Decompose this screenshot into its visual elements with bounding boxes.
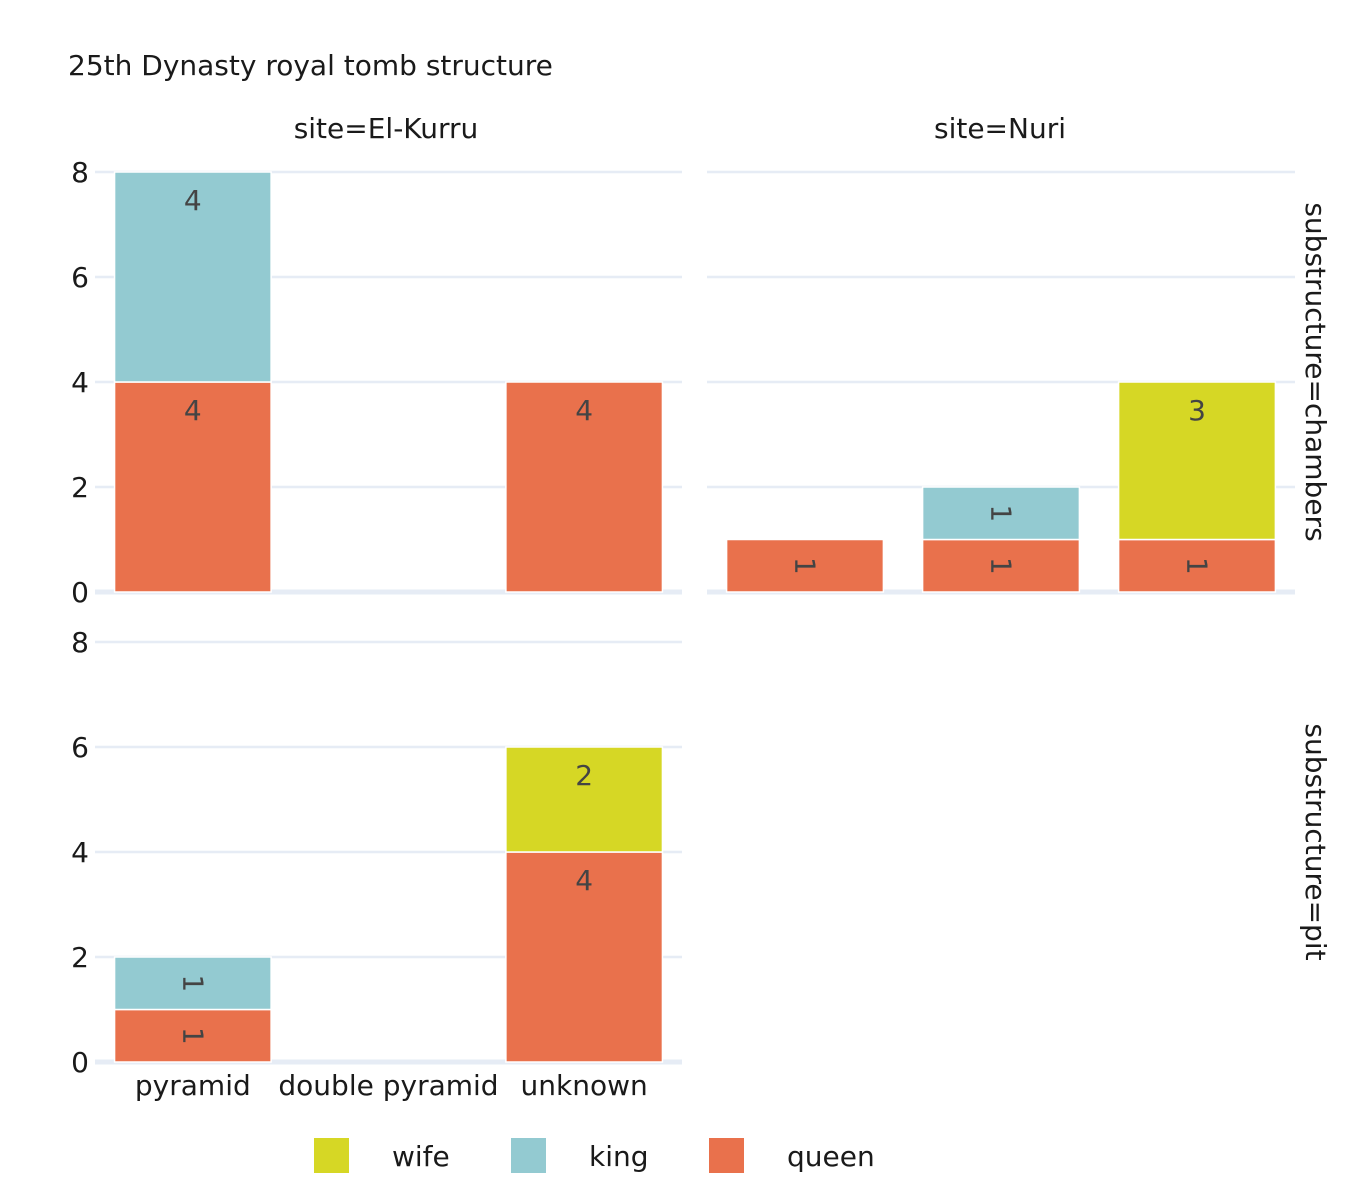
bar-queen bbox=[505, 851, 664, 1063]
legend-label-king: king bbox=[589, 1140, 649, 1173]
y-tick-label: 2 bbox=[71, 471, 89, 504]
facet-panel-el-kurru-chambers: 0 2 4 6 8 4 4 4 bbox=[71, 156, 682, 609]
facet-label-pit: substructure=pit bbox=[1299, 723, 1332, 960]
x-tick-label: pyramid bbox=[135, 1069, 251, 1102]
x-tick-label: unknown bbox=[521, 1069, 648, 1102]
y-tick-label: 8 bbox=[71, 626, 89, 659]
chart-legend: wife king queen bbox=[314, 1138, 875, 1173]
facet-panel-el-kurru-pit: 0 2 4 6 8 1 1 4 2 pyramid double pyramid unknown bbox=[71, 626, 682, 1102]
chart-panels: 0 2 4 6 8 4 4 4 1 1 1 1 3 0 2 4 6 8 1 1 4 2 pyramid double pyra… bbox=[71, 156, 1295, 1102]
legend-item-wife[interactable]: wife bbox=[314, 1138, 450, 1173]
y-tick-label: 0 bbox=[71, 1046, 89, 1079]
facet-label-nuri: site=Nuri bbox=[934, 112, 1066, 145]
bar-wife bbox=[505, 746, 664, 853]
chart-title: 25th Dynasty royal tomb structure bbox=[68, 49, 553, 82]
y-tick-label: 6 bbox=[71, 261, 89, 294]
bar-data-label: 1 bbox=[789, 557, 822, 575]
bar-data-label: 1 bbox=[1181, 557, 1214, 575]
legend-label-queen: queen bbox=[787, 1140, 875, 1173]
bar-data-label: 4 bbox=[575, 864, 593, 897]
bar-data-label: 3 bbox=[1188, 394, 1206, 427]
y-tick-label: 4 bbox=[71, 836, 89, 869]
bar-king bbox=[113, 171, 272, 383]
y-tick-label: 8 bbox=[71, 156, 89, 189]
bar-king bbox=[921, 486, 1081, 541]
bar-queen bbox=[921, 538, 1081, 593]
bar-queen bbox=[505, 381, 664, 593]
bar-data-label: 4 bbox=[575, 394, 593, 427]
bar-data-label: 1 bbox=[985, 557, 1018, 575]
legend-item-queen[interactable]: queen bbox=[709, 1138, 875, 1173]
bar-queen bbox=[113, 1008, 272, 1063]
bar-wife bbox=[1117, 381, 1277, 541]
bar-queen bbox=[113, 381, 272, 593]
bar-data-label: 4 bbox=[184, 394, 202, 427]
y-tick-label: 2 bbox=[71, 941, 89, 974]
bar-king bbox=[113, 956, 272, 1011]
bar-data-label: 1 bbox=[176, 974, 209, 992]
facet-panel-nuri-chambers: 1 1 1 1 3 bbox=[707, 170, 1295, 595]
bar-data-label: 2 bbox=[575, 759, 593, 792]
legend-swatch-queen bbox=[709, 1138, 744, 1173]
facet-label-el-kurru: site=El-Kurru bbox=[294, 112, 479, 145]
bar-queen bbox=[1117, 538, 1277, 593]
y-tick-label: 6 bbox=[71, 731, 89, 764]
bar-data-label: 4 bbox=[184, 184, 202, 217]
y-tick-label: 0 bbox=[71, 576, 89, 609]
legend-label-wife: wife bbox=[392, 1140, 450, 1173]
legend-item-king[interactable]: king bbox=[511, 1138, 649, 1173]
facet-label-chambers: substructure=chambers bbox=[1299, 202, 1332, 541]
y-tick-label: 4 bbox=[71, 366, 89, 399]
legend-swatch-wife bbox=[314, 1138, 349, 1173]
bar-data-label: 1 bbox=[985, 504, 1018, 522]
x-tick-label: double pyramid bbox=[278, 1069, 498, 1102]
legend-swatch-king bbox=[511, 1138, 546, 1173]
bar-queen bbox=[725, 538, 885, 593]
bar-data-label: 1 bbox=[176, 1027, 209, 1045]
